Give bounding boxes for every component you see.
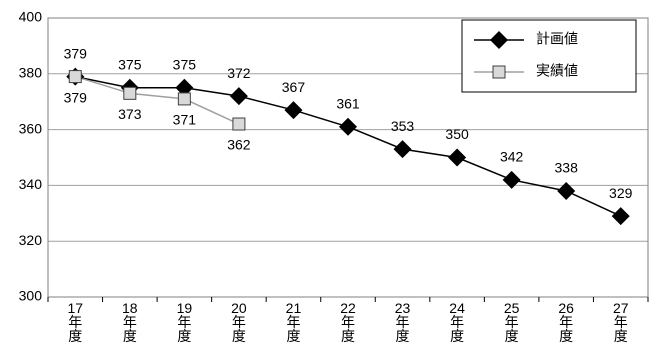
diamond-marker — [502, 170, 521, 189]
diamond-marker — [611, 207, 630, 226]
data-label: 371 — [173, 112, 197, 128]
diamond-marker — [284, 101, 303, 120]
diamond-marker — [490, 31, 508, 49]
data-label: 338 — [555, 160, 579, 176]
diamond-marker — [557, 181, 576, 200]
data-label: 375 — [118, 56, 142, 72]
x-tick-label: 26 年度 — [558, 300, 574, 344]
diamond-marker — [393, 140, 412, 159]
data-label: 362 — [227, 137, 251, 153]
data-label: 350 — [445, 126, 469, 142]
x-tick-label: 23 年度 — [395, 300, 411, 344]
x-tick-label: 27 年度 — [613, 300, 629, 344]
diamond-marker — [448, 148, 467, 167]
data-label: 375 — [173, 56, 197, 72]
plot-frame — [47, 17, 649, 298]
data-label: 379 — [64, 45, 88, 61]
data-label: 372 — [227, 65, 251, 81]
x-tick-label: 20 年度 — [231, 300, 247, 344]
legend-label: 計画値 — [536, 31, 578, 47]
y-tick-label: 380 — [19, 65, 43, 81]
y-tick-label: 400 — [19, 9, 43, 25]
data-label: 367 — [282, 79, 306, 95]
y-tick-label: 320 — [19, 232, 43, 248]
x-tick-label: 22 年度 — [340, 300, 356, 344]
diamond-marker — [339, 117, 357, 136]
x-tick-label: 17 年度 — [67, 300, 83, 344]
y-tick-label: 340 — [19, 176, 43, 192]
diamond-marker — [175, 78, 194, 97]
legend-label: 実績値 — [536, 63, 578, 79]
diamond-marker — [229, 87, 248, 106]
square-marker — [232, 117, 246, 131]
x-tick-label: 21 年度 — [286, 300, 302, 344]
square-marker — [123, 86, 137, 100]
data-label: 361 — [336, 96, 360, 112]
x-tick-label: 19 年度 — [177, 300, 193, 344]
data-label: 353 — [391, 118, 415, 134]
square-marker — [68, 70, 82, 84]
series-line — [75, 75, 240, 125]
square-marker — [492, 65, 506, 79]
x-tick-label: 25 年度 — [504, 300, 520, 344]
square-marker — [177, 92, 191, 106]
data-label: 329 — [609, 185, 633, 201]
x-tick-label: 18 年度 — [122, 300, 138, 344]
data-label: 379 — [64, 89, 88, 105]
y-tick-label: 360 — [19, 120, 43, 136]
data-label: 373 — [118, 106, 142, 122]
legend-box — [461, 19, 637, 93]
y-tick-label: 300 — [19, 288, 43, 304]
x-tick-label: 24 年度 — [449, 300, 465, 344]
data-label: 342 — [500, 149, 524, 165]
